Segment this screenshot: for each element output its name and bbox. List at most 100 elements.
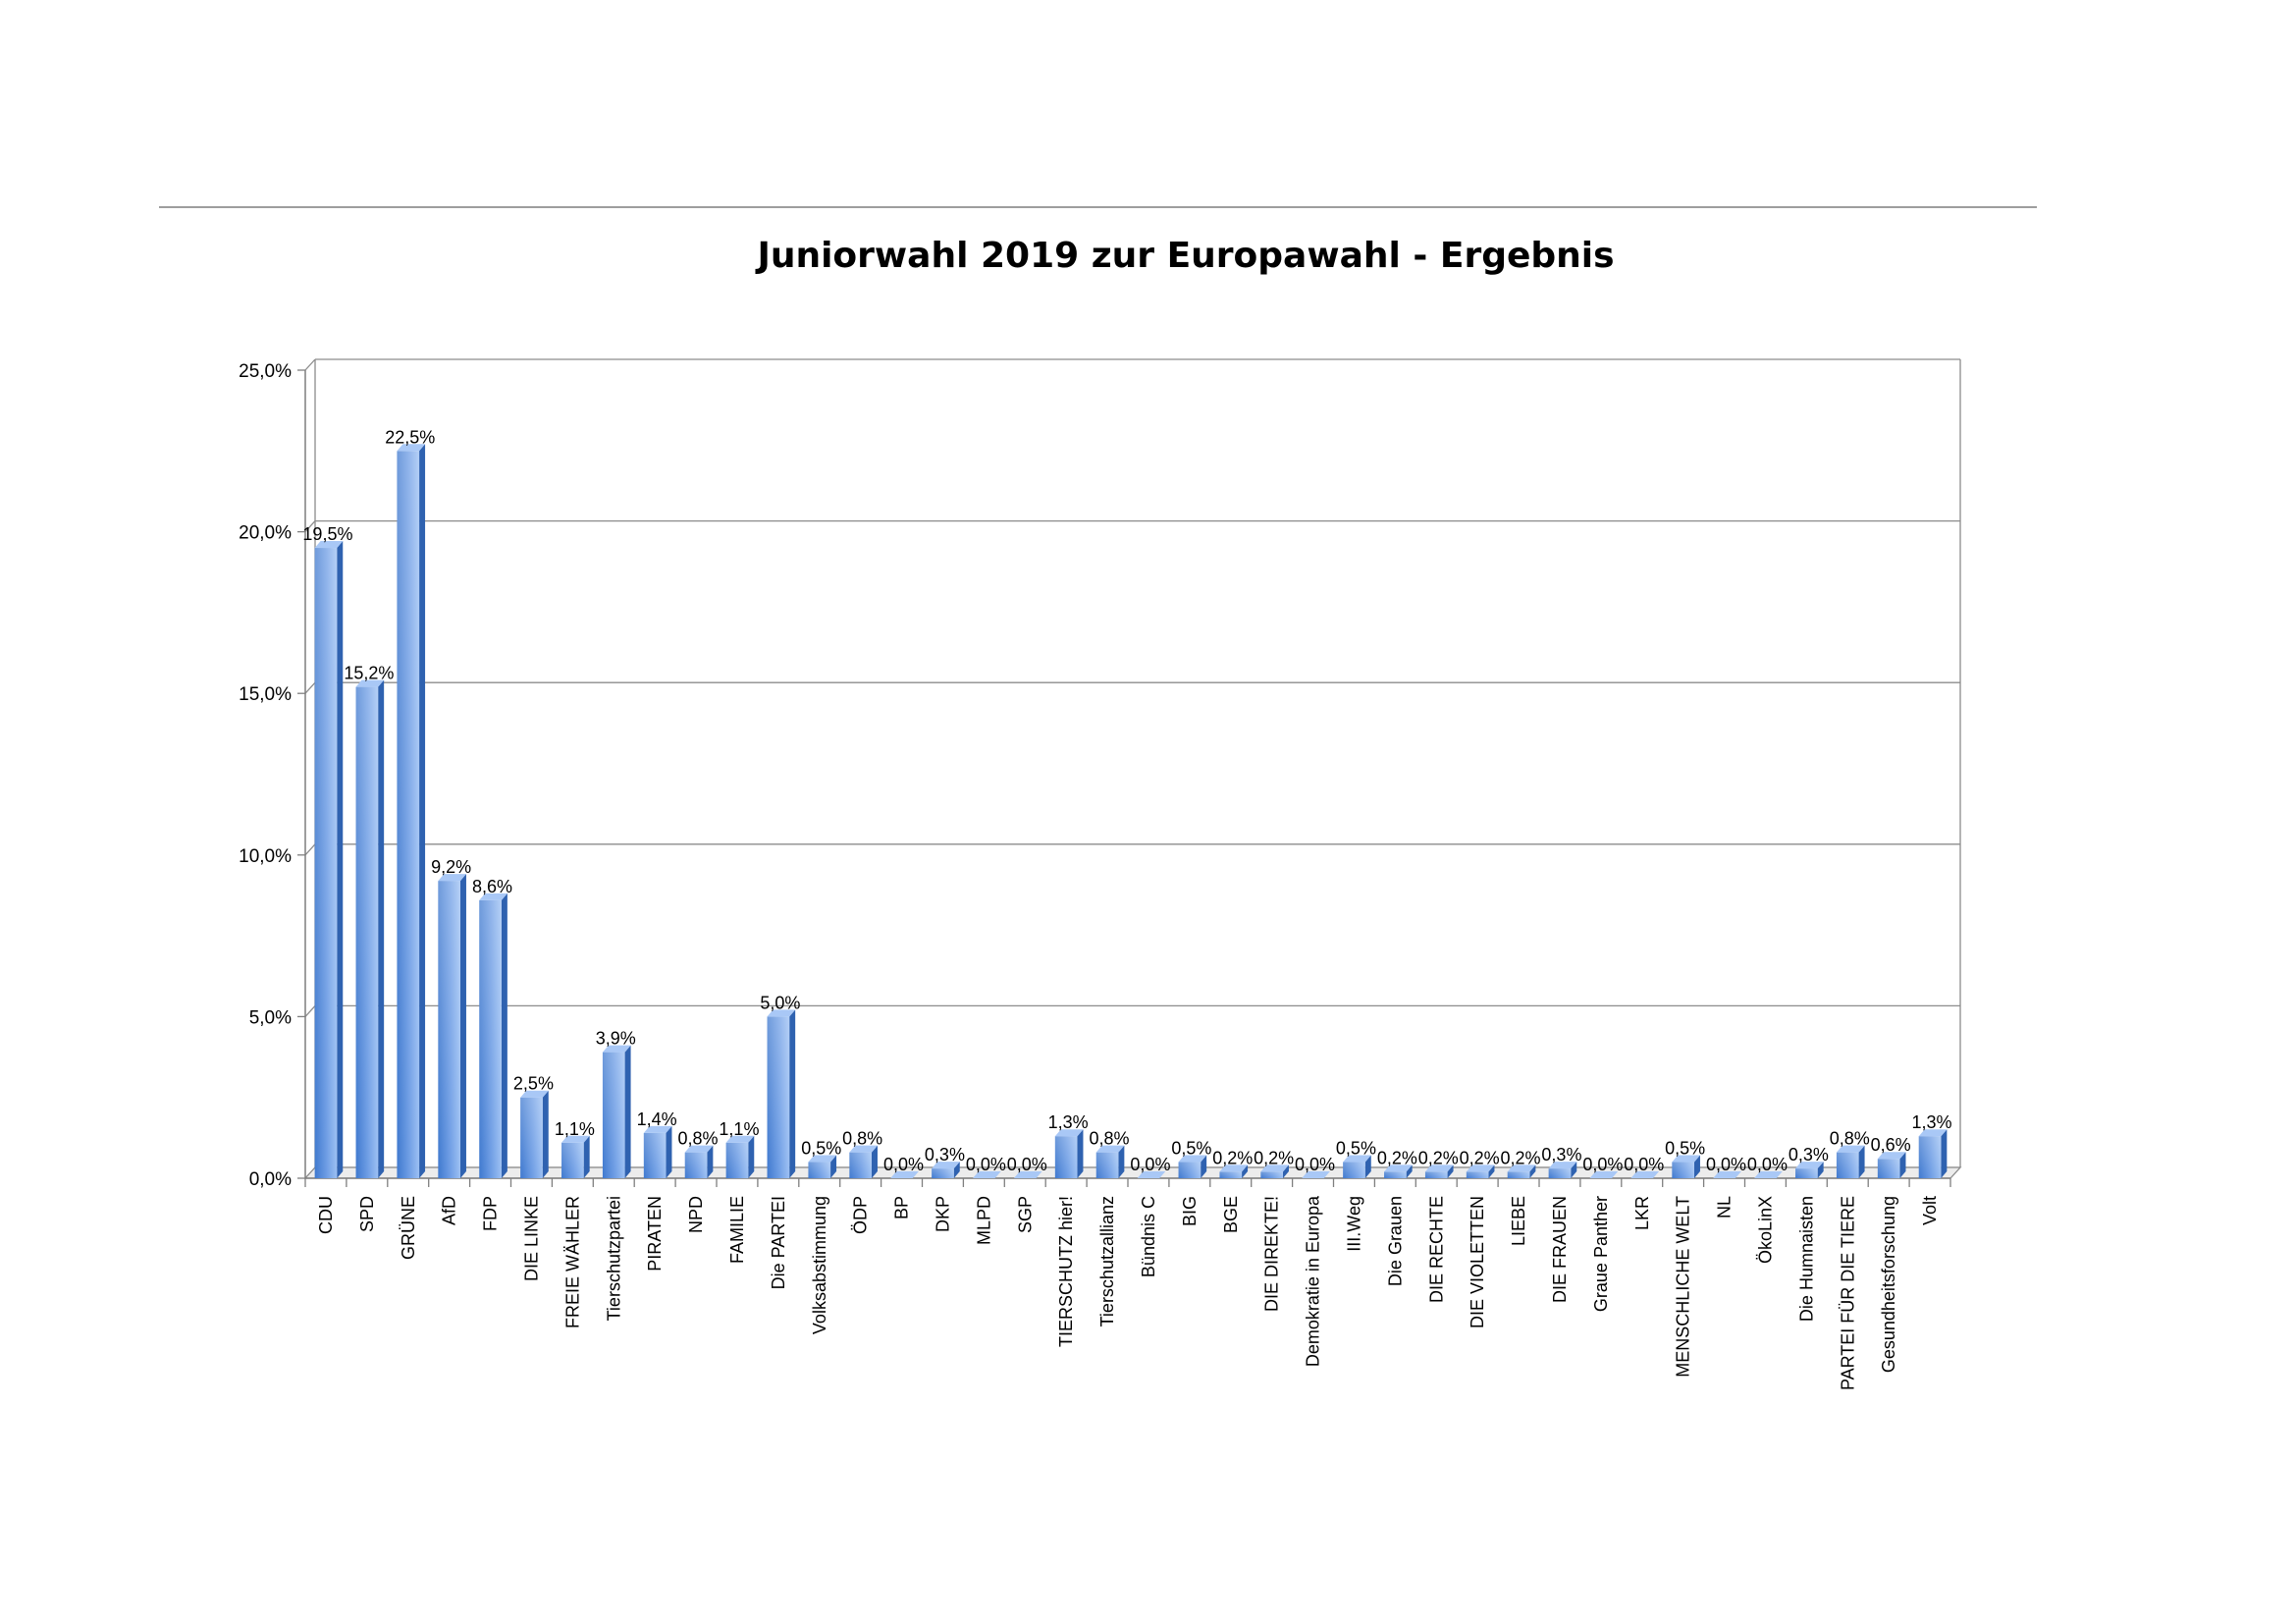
bar-side	[1447, 1164, 1454, 1178]
bar	[1466, 1164, 1495, 1178]
data-label: 1,3%	[1048, 1112, 1089, 1132]
grid-diagonal	[304, 1004, 316, 1017]
data-label: 0,2%	[1377, 1148, 1417, 1167]
bar-front-shade	[767, 1016, 790, 1178]
category-label: ÖDP	[851, 1196, 871, 1234]
bar-top	[973, 1171, 1001, 1178]
bar-front-shade	[520, 1097, 543, 1178]
category-label: SPD	[357, 1196, 377, 1232]
bar	[1424, 1164, 1454, 1178]
data-label: 9,2%	[431, 857, 471, 877]
bar-side	[624, 1045, 631, 1178]
bar-top	[1877, 1152, 1906, 1160]
category-label: PARTEI FÜR DIE TIERE	[1838, 1196, 1857, 1390]
category-label: Demokratie in Europa	[1304, 1195, 1323, 1367]
bar-front-shade	[849, 1152, 872, 1178]
bar-top	[1302, 1171, 1330, 1178]
data-label: 0,0%	[1747, 1155, 1788, 1174]
data-label: 2,5%	[513, 1074, 554, 1094]
bar-side	[1571, 1162, 1577, 1178]
bar-front-shade	[1095, 1152, 1119, 1178]
category-label: SGP	[1015, 1196, 1035, 1233]
bar	[1672, 1155, 1700, 1178]
data-label: 3,9%	[596, 1029, 636, 1049]
data-label: 1,3%	[1912, 1112, 1952, 1132]
bar-top	[1343, 1155, 1371, 1163]
bar	[1754, 1171, 1783, 1178]
category-label: Tierschutzallianz	[1097, 1196, 1117, 1326]
bar-front-shade	[561, 1142, 584, 1178]
bar	[1219, 1164, 1249, 1178]
bar-side	[419, 444, 426, 1178]
bar-top	[890, 1171, 919, 1178]
category-label: FAMILIE	[727, 1196, 747, 1264]
category-label: Bündnis C	[1139, 1196, 1158, 1277]
bar-side	[748, 1135, 755, 1178]
data-label: 0,5%	[1665, 1139, 1705, 1159]
bar-top	[1054, 1129, 1084, 1137]
bar-top	[1013, 1171, 1042, 1178]
bar	[314, 541, 344, 1178]
bar-side	[830, 1155, 837, 1178]
bar-side	[707, 1145, 714, 1178]
bar	[849, 1145, 878, 1178]
bar-front-shade	[808, 1162, 831, 1178]
grid-diagonal	[304, 681, 316, 694]
data-label: 0,3%	[1541, 1145, 1581, 1164]
bar-front-shade	[643, 1132, 667, 1178]
data-label: 0,0%	[1007, 1155, 1047, 1174]
bar-front-shade	[1836, 1152, 1859, 1178]
y-tick-label: 0,0%	[249, 1169, 292, 1190]
bar	[561, 1135, 590, 1178]
bar-front-shade	[355, 686, 379, 1178]
bar-top	[1507, 1164, 1536, 1172]
y-tick-label: 20,0%	[239, 523, 292, 544]
y-tick-label: 15,0%	[239, 684, 292, 705]
bar-top	[684, 1145, 714, 1153]
bar-front-shade	[438, 881, 460, 1178]
category-label: BIG	[1180, 1196, 1200, 1226]
bar	[1178, 1155, 1207, 1178]
bar-front-shade	[1548, 1168, 1572, 1178]
category-label: AfD	[440, 1196, 459, 1225]
data-label: 0,2%	[1418, 1148, 1459, 1167]
bar	[1713, 1171, 1741, 1178]
category-label: ÖkoLinX	[1755, 1196, 1775, 1264]
category-label: Volt	[1920, 1196, 1940, 1225]
bar-top	[1219, 1164, 1249, 1172]
bar-side	[1077, 1129, 1084, 1178]
data-label: 0,3%	[1789, 1145, 1829, 1164]
bar	[1877, 1152, 1906, 1178]
data-label: 0,5%	[801, 1139, 841, 1159]
bar-front-shade	[1877, 1159, 1900, 1178]
bar	[355, 679, 385, 1178]
data-label: 19,5%	[302, 524, 352, 544]
bar-top	[1424, 1164, 1454, 1172]
data-label: 0,2%	[1460, 1148, 1500, 1167]
bar-top	[1672, 1155, 1700, 1163]
bar-front-shade	[314, 548, 338, 1178]
bar-top	[1589, 1171, 1619, 1178]
bar	[684, 1145, 714, 1178]
data-label: 0,8%	[842, 1129, 882, 1149]
bar	[1260, 1164, 1289, 1178]
bar-side	[1941, 1129, 1948, 1178]
grid-diagonal	[304, 520, 316, 533]
bar-top	[725, 1135, 755, 1143]
y-tick-label: 25,0%	[239, 361, 292, 382]
bar	[1548, 1162, 1577, 1178]
bar-front-shade	[1343, 1162, 1365, 1178]
bar-side	[1488, 1164, 1495, 1178]
bar-side	[1364, 1155, 1371, 1178]
bar-front-shade	[1424, 1171, 1448, 1178]
bar-top	[355, 679, 385, 687]
bar	[479, 893, 507, 1178]
bar	[808, 1155, 837, 1178]
bar-front-shade	[725, 1142, 749, 1178]
bar	[932, 1162, 960, 1178]
data-label: 1,4%	[637, 1110, 677, 1129]
bar-front-shade	[397, 451, 420, 1178]
data-label: 1,1%	[555, 1119, 595, 1139]
bar	[973, 1171, 1001, 1178]
